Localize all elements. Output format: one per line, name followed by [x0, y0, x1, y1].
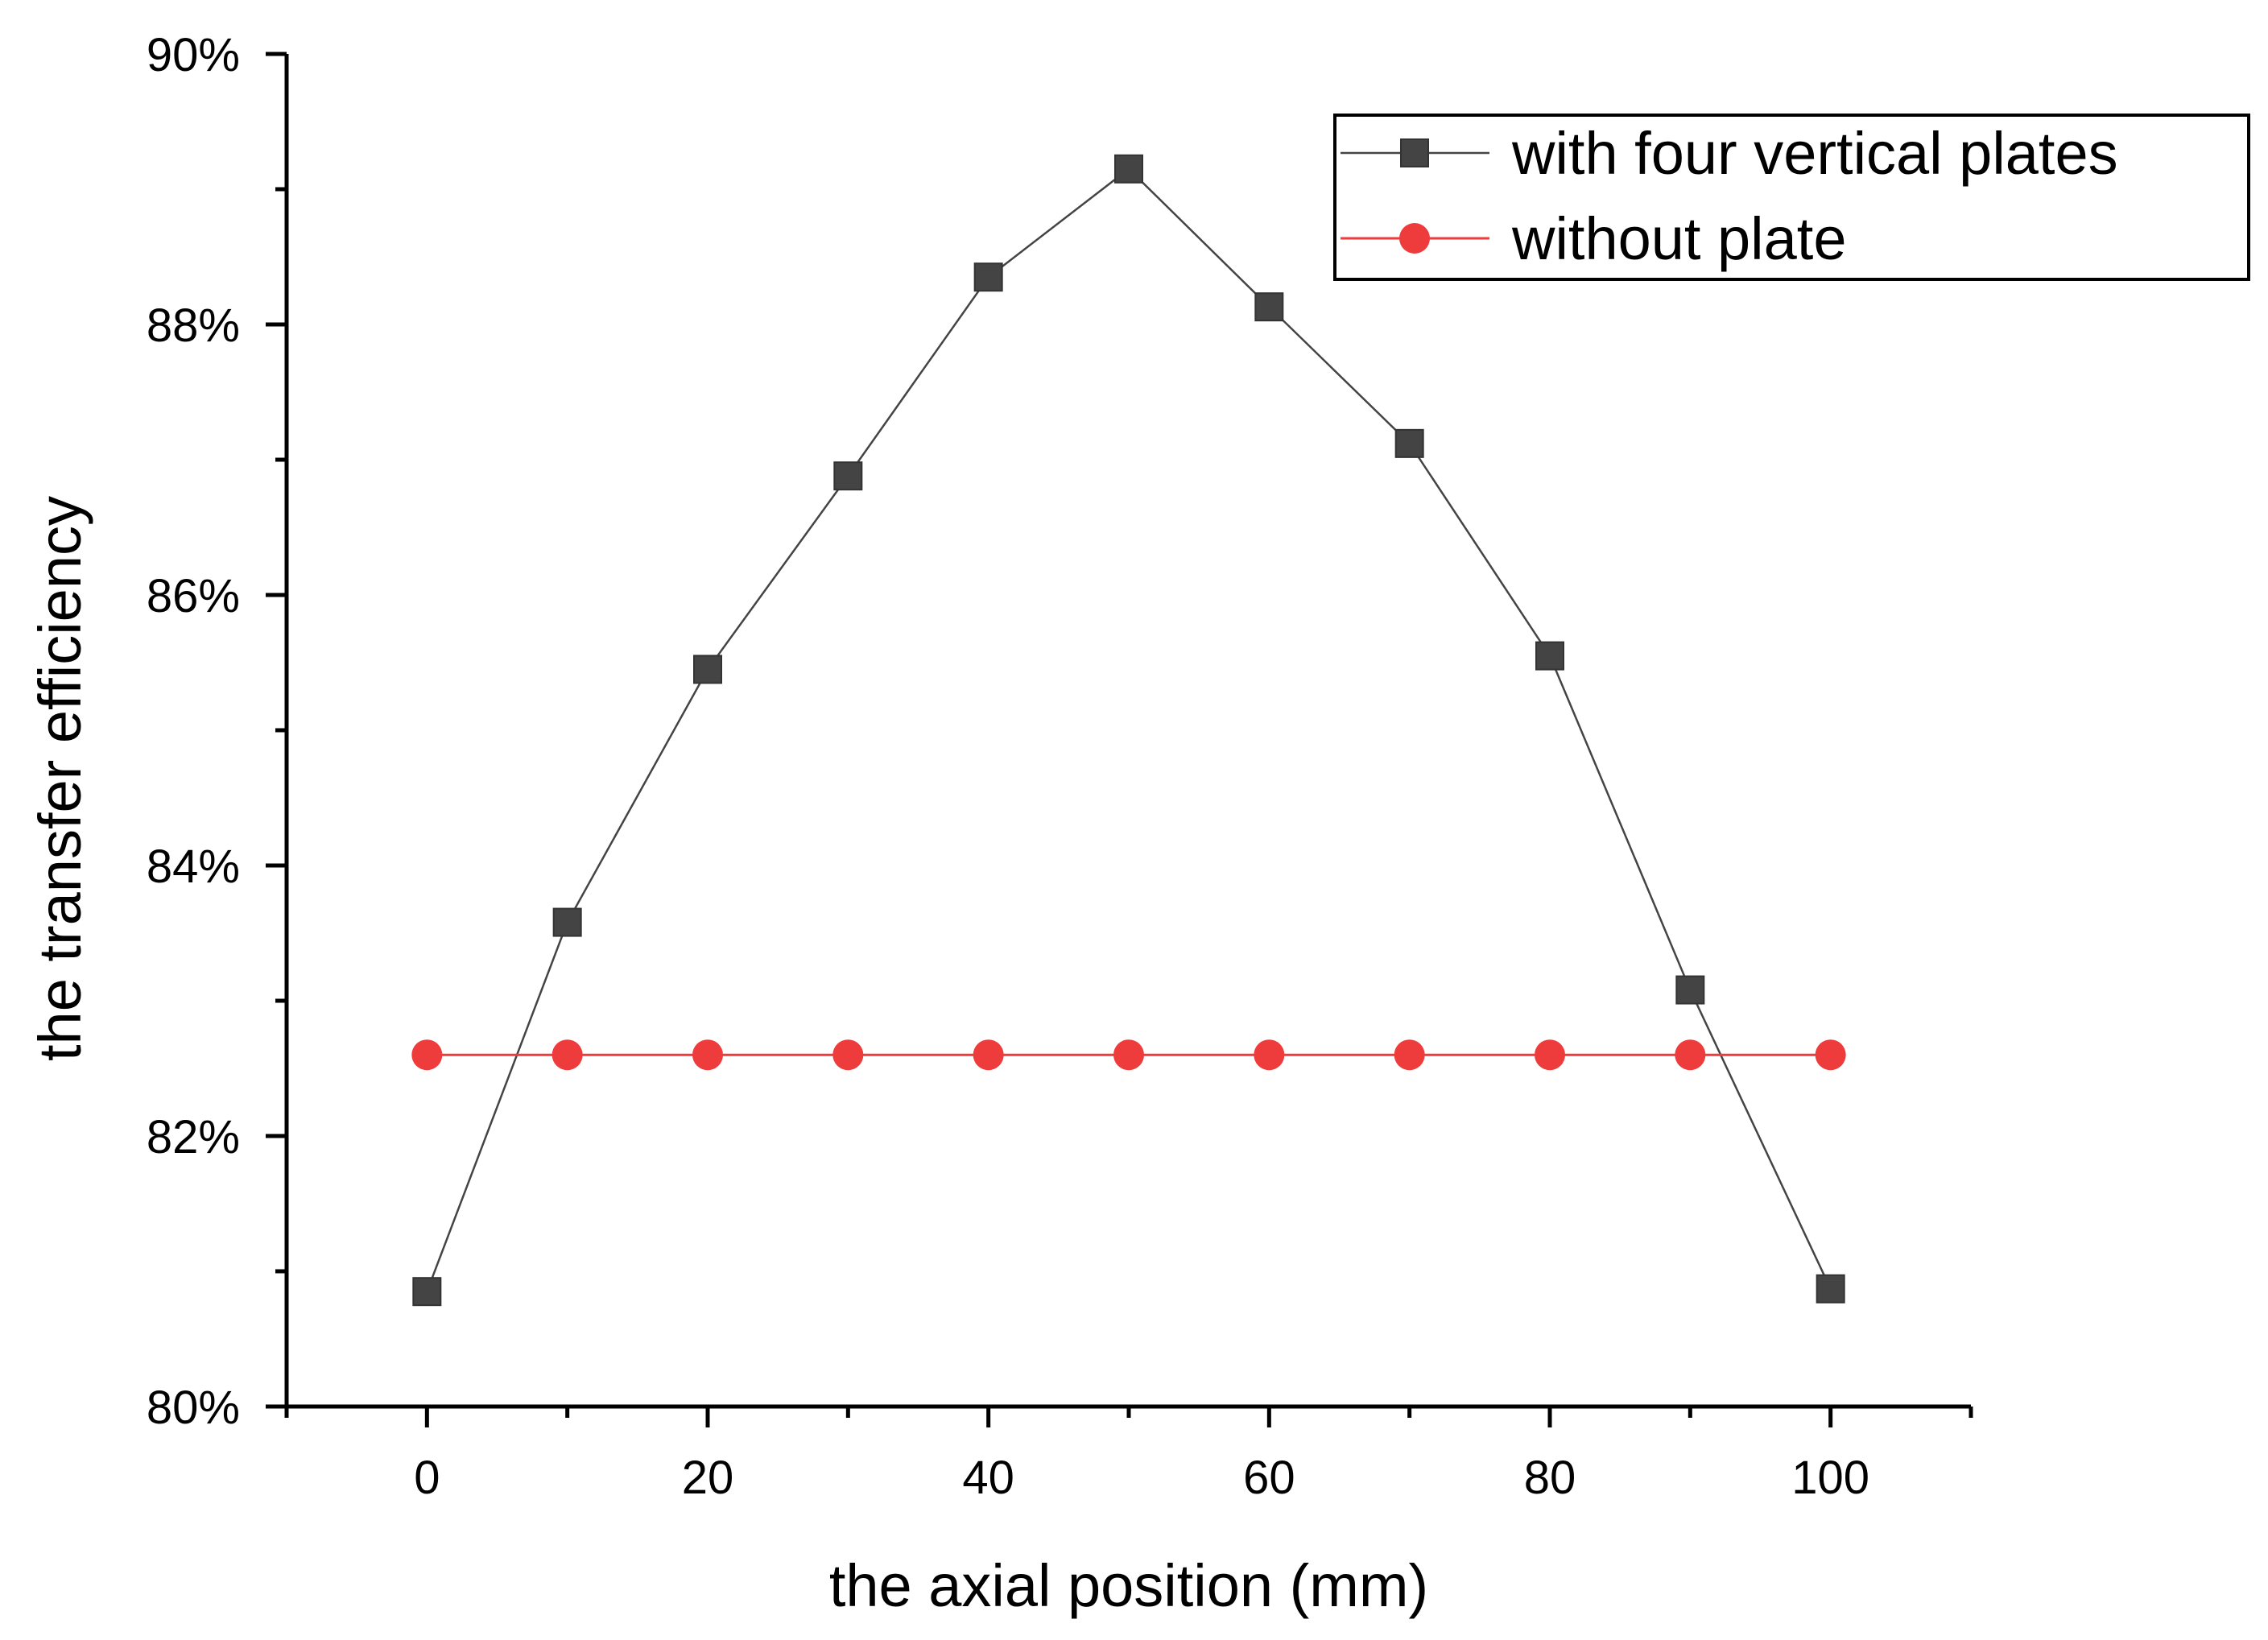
data-point	[552, 1039, 583, 1071]
series-1	[412, 154, 1845, 1307]
legend: with four vertical plates without plate	[1333, 114, 2250, 281]
data-point	[1114, 154, 1143, 184]
data-point	[692, 1039, 723, 1071]
data-point	[552, 907, 582, 937]
x-axis-ticks: 0 20 40 60 80 100	[284, 1407, 1973, 1504]
x-tick-label: 40	[962, 1452, 1014, 1504]
y-tick-label: 80%	[147, 1382, 240, 1434]
data-point	[1394, 428, 1424, 458]
legend-marker	[1400, 138, 1429, 167]
data-point	[1816, 1274, 1845, 1303]
data-point	[1675, 975, 1705, 1005]
data-point	[1254, 292, 1284, 322]
x-tick-label: 100	[1791, 1452, 1869, 1504]
y-tick-label: 84%	[147, 841, 240, 893]
x-tick-label: 80	[1524, 1452, 1576, 1504]
data-point	[411, 1039, 443, 1071]
y-tick-label: 90%	[147, 29, 240, 81]
x-tick-label: 20	[682, 1452, 734, 1504]
data-point	[1535, 641, 1564, 671]
legend-marker	[1399, 223, 1430, 254]
y-tick-label: 86%	[147, 570, 240, 622]
legend-label: with four vertical plates	[1511, 120, 2118, 187]
data-point	[412, 1277, 442, 1307]
data-point	[973, 1039, 1004, 1071]
x-axis-title: the axial position (mm)	[829, 1552, 1428, 1619]
data-point	[832, 1039, 864, 1071]
data-point	[1815, 1039, 1846, 1071]
data-point	[1394, 1039, 1425, 1071]
data-point	[1675, 1039, 1706, 1071]
legend-label: without plate	[1511, 205, 1847, 272]
x-tick-label: 60	[1243, 1452, 1295, 1504]
data-point	[833, 461, 863, 491]
series-2	[411, 1039, 1846, 1071]
data-point	[1254, 1039, 1285, 1071]
x-tick-label: 0	[414, 1452, 440, 1504]
series-layer	[411, 154, 1846, 1307]
legend-box	[1333, 114, 2250, 281]
legend-entry: with four vertical plates	[1341, 120, 2118, 187]
y-tick-label: 88%	[147, 299, 240, 352]
data-point	[973, 262, 1003, 292]
data-point	[1535, 1039, 1565, 1071]
y-tick-label: 82%	[147, 1111, 240, 1163]
data-point	[693, 655, 722, 684]
y-axis-ticks: 80% 82% 84% 86% 88% 90%	[147, 29, 287, 1434]
y-axis-title: the transfer efficiency	[27, 496, 93, 1061]
series-line	[426, 167, 1832, 1292]
data-point	[1113, 1039, 1144, 1071]
legend-entry: without plate	[1341, 205, 1847, 272]
